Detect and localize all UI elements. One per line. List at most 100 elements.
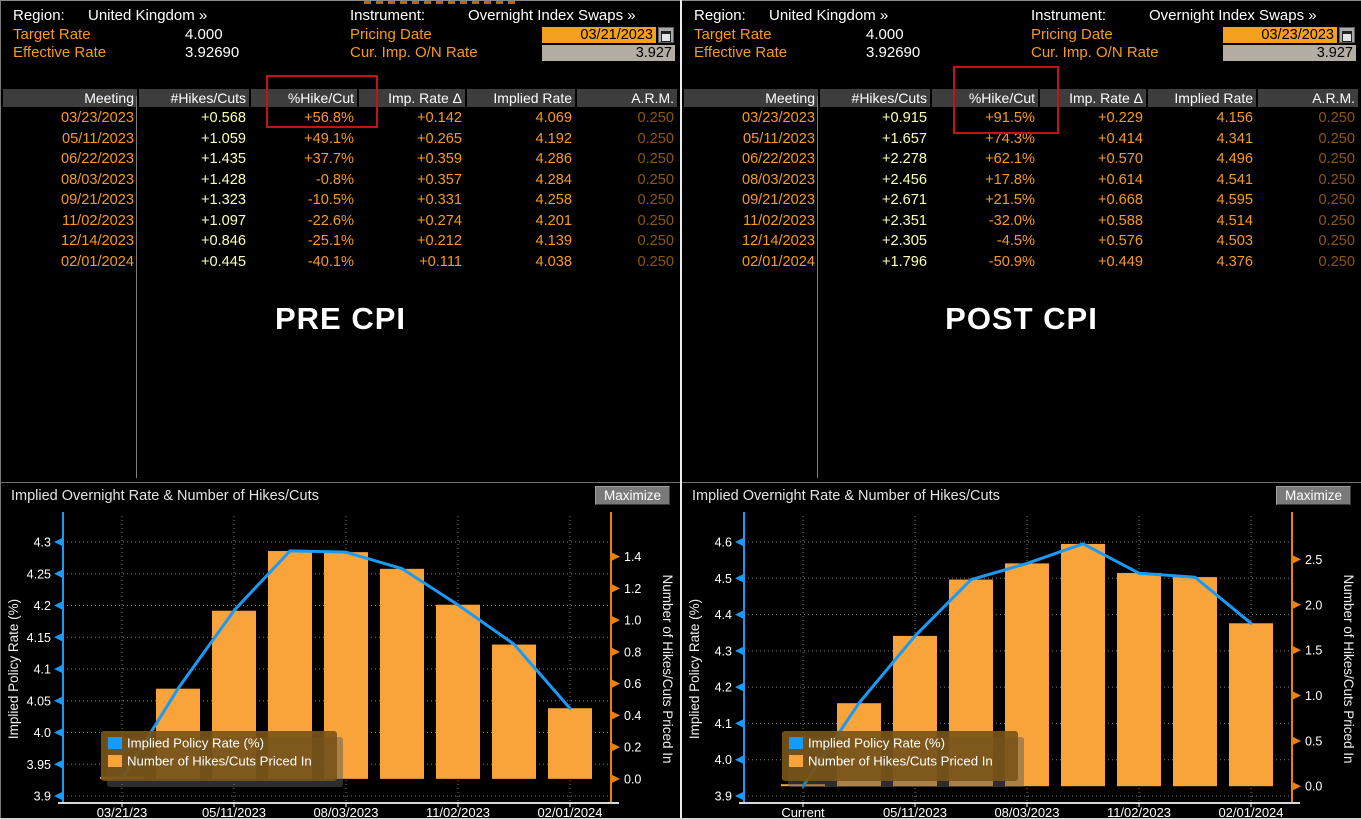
table-cell: +74.3% <box>985 130 1035 147</box>
col-header-pct-hike-cut: %Hike/Cut <box>251 89 357 107</box>
cur-imp-rate-label: Cur. Imp. O/N Rate <box>350 44 478 61</box>
table-cell: +1.059 <box>200 130 246 147</box>
table-row: 02/01/2024 +0.445 -40.1% +0.111 4.038 0.250 <box>3 252 679 273</box>
table-header: Meeting #Hikes/Cuts %Hike/Cut Imp. Rate … <box>3 89 679 107</box>
svg-text:Implied Policy Rate (%): Implied Policy Rate (%) <box>127 736 264 751</box>
table-cell: +0.568 <box>200 110 246 126</box>
svg-text:Implied Policy Rate (%): Implied Policy Rate (%) <box>6 599 21 739</box>
target-rate-label: Target Rate <box>13 26 91 43</box>
svg-text:0.0: 0.0 <box>1305 780 1322 794</box>
svg-text:1.0: 1.0 <box>624 614 641 628</box>
table-cell: +91.5% <box>985 110 1035 126</box>
table-cell: 4.496 <box>1216 151 1253 167</box>
table-cell: +0.614 <box>1097 171 1143 188</box>
region-value[interactable]: United Kingdom » <box>769 7 889 24</box>
table-cell: 08/03/2023 <box>741 171 815 188</box>
table-body: 03/23/2023 +0.915 +91.5% +0.229 4.156 0.250 05… <box>684 108 1360 272</box>
col-header-meeting: Meeting <box>684 89 818 107</box>
table-cell: 4.284 <box>535 171 572 188</box>
pricing-date-input[interactable]: 03/23/2023 <box>1223 27 1337 43</box>
table-cell: 11/02/2023 <box>62 212 134 229</box>
svg-text:4.05: 4.05 <box>27 694 51 708</box>
instrument-value[interactable]: Overnight Index Swaps » <box>1149 7 1317 24</box>
table-cell: 0.250 <box>1318 130 1355 147</box>
svg-text:Number of Hikes/Cuts Priced In: Number of Hikes/Cuts Priced In <box>660 574 675 763</box>
table-row: 02/01/2024 +1.796 -50.9% +0.449 4.376 0.250 <box>684 252 1360 273</box>
col-header-arm: A.R.M. <box>1258 89 1358 107</box>
table-cell: -4.5% <box>996 233 1035 249</box>
svg-text:03/21/23: 03/21/23 <box>97 805 148 819</box>
svg-text:4.0: 4.0 <box>715 753 732 767</box>
table-cell: +2.305 <box>881 233 927 249</box>
chart-section: Implied Overnight Rate & Number of Hikes… <box>1 482 680 819</box>
table-cell: +37.7% <box>304 151 354 167</box>
table-cell: -40.1% <box>307 253 354 270</box>
col-header-implied-rate: Implied Rate <box>1148 89 1256 107</box>
table-cell: 0.250 <box>1318 110 1355 126</box>
implied-rate-combo-chart: 3.9 4.0 4.1 4.2 4.3 4.4 4.5 4.6 0.0 0.5 1.0 1.5 2.0 2… <box>687 512 1356 819</box>
instrument-label: Instrument: <box>1031 7 1107 24</box>
svg-text:4.6: 4.6 <box>715 536 732 550</box>
table-cell: -50.9% <box>988 253 1035 270</box>
table-cell: +49.1% <box>304 130 354 147</box>
svg-text:4.0: 4.0 <box>34 726 51 740</box>
table-cell: 02/01/2024 <box>741 253 815 270</box>
table-cell: 05/11/2023 <box>62 130 134 147</box>
table-cell: +0.570 <box>1097 151 1143 167</box>
calendar-icon[interactable] <box>1339 27 1355 43</box>
maximize-button[interactable]: Maximize <box>594 486 670 505</box>
target-rate-label: Target Rate <box>694 26 772 43</box>
svg-text:08/03/2023: 08/03/2023 <box>313 805 378 819</box>
chart-title: Implied Overnight Rate & Number of Hikes… <box>11 487 319 504</box>
table-cell: 06/22/2023 <box>60 151 134 167</box>
cur-imp-rate-field: 3.927 <box>542 45 675 61</box>
table-cell: 0.250 <box>1318 192 1355 208</box>
table-cell: +0.915 <box>881 110 927 126</box>
table-cell: +0.668 <box>1097 192 1143 208</box>
svg-text:1.2: 1.2 <box>624 582 641 596</box>
instrument-value[interactable]: Overnight Index Swaps » <box>468 7 636 24</box>
table-cell: 03/23/2023 <box>60 110 134 126</box>
table-cell: +0.359 <box>416 151 462 167</box>
table-cell: +21.5% <box>985 192 1035 208</box>
table-cell: 4.503 <box>1216 233 1253 249</box>
table-cell: +1.097 <box>200 212 246 229</box>
table-cell: +0.212 <box>416 233 462 249</box>
table-cell: 4.139 <box>535 233 572 249</box>
table-cell: +2.671 <box>881 192 927 208</box>
svg-text:3.9: 3.9 <box>34 790 51 804</box>
table-row: 05/11/2023 +1.657 +74.3% +0.414 4.341 0.250 <box>684 129 1360 150</box>
table-cell: +0.588 <box>1097 212 1143 229</box>
table-header: Meeting #Hikes/Cuts %Hike/Cut Imp. Rate … <box>684 89 1360 107</box>
col-header-imp-rate-delta: Imp. Rate Δ <box>1040 89 1146 107</box>
table-cell: 0.250 <box>637 192 674 208</box>
pricing-date-input[interactable]: 03/21/2023 <box>542 27 656 43</box>
table-cell: 12/14/2023 <box>60 233 134 249</box>
svg-text:4.3: 4.3 <box>715 644 732 658</box>
table-cell: 4.514 <box>1216 212 1253 229</box>
table-cell: +0.265 <box>416 130 462 147</box>
calendar-icon[interactable] <box>658 27 674 43</box>
table-cell: +2.351 <box>881 212 927 229</box>
table-cell: 09/21/2023 <box>60 192 134 208</box>
svg-text:0.0: 0.0 <box>624 772 641 786</box>
table-cell: 0.250 <box>637 253 674 270</box>
table-row: 08/03/2023 +2.456 +17.8% +0.614 4.541 0.250 <box>684 170 1360 191</box>
svg-text:05/11/2023: 05/11/2023 <box>883 805 947 819</box>
table-cell: 4.258 <box>535 192 572 208</box>
svg-text:Implied Policy Rate (%): Implied Policy Rate (%) <box>808 736 945 751</box>
svg-text:4.4: 4.4 <box>715 608 732 622</box>
annotation-pre-cpi: PRE CPI <box>274 301 407 336</box>
table-cell: 0.250 <box>637 212 674 229</box>
table-cell: -25.1% <box>307 233 354 249</box>
table-cell: 0.250 <box>637 233 674 249</box>
effective-rate-label: Effective Rate <box>694 44 788 61</box>
maximize-button[interactable]: Maximize <box>1275 486 1351 505</box>
table-cell: 0.250 <box>637 130 674 147</box>
table-cell: 09/21/2023 <box>741 192 815 208</box>
svg-text:4.15: 4.15 <box>27 631 51 645</box>
svg-text:05/11/2023: 05/11/2023 <box>202 805 266 819</box>
region-value[interactable]: United Kingdom » <box>88 7 208 24</box>
svg-text:08/03/2023: 08/03/2023 <box>994 805 1059 819</box>
